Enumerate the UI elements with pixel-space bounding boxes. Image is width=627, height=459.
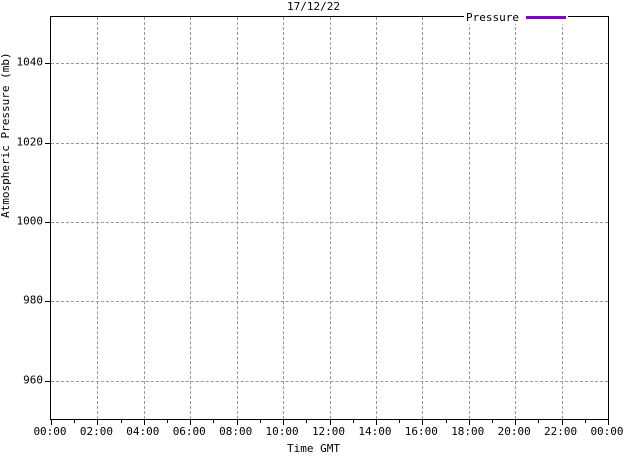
y-axis-tick xyxy=(45,142,51,144)
gridline-vertical xyxy=(236,17,238,419)
x-axis-title: Time GMT xyxy=(287,442,340,455)
gridline-vertical xyxy=(190,17,192,419)
chart-title: 17/12/22 xyxy=(287,0,340,13)
gridline-vertical xyxy=(375,17,377,419)
y-axis-tick-label: 1040 xyxy=(16,55,44,69)
y-axis-tick xyxy=(45,63,51,65)
x-axis-tick-label: 16:00 xyxy=(404,425,438,438)
x-axis-tick xyxy=(51,419,52,425)
y-axis-tick-label: 1000 xyxy=(16,214,44,228)
y-axis-title: Atmospheric Pressure (mb) xyxy=(0,52,12,218)
legend: Pressure xyxy=(464,11,568,24)
x-axis-minor-tick xyxy=(74,419,76,423)
x-axis-tick-label: 06:00 xyxy=(172,425,206,438)
gridlines xyxy=(45,17,609,425)
x-axis-minor-tick xyxy=(584,419,586,423)
gridline-vertical xyxy=(97,17,99,419)
x-axis-tick-label: 14:00 xyxy=(358,425,392,438)
gridline-vertical xyxy=(283,17,285,419)
y-axis-tick-label: 960 xyxy=(23,373,43,387)
x-axis-tick-label: 00:00 xyxy=(590,425,624,438)
x-axis-tick-label: 12:00 xyxy=(311,425,346,438)
x-axis-tick-label: 10:00 xyxy=(265,425,299,438)
x-axis-tick-label: 00:00 xyxy=(33,425,67,438)
x-axis-tick xyxy=(468,419,470,425)
x-axis-tick-label: 20:00 xyxy=(497,425,531,438)
x-axis-tick xyxy=(236,419,238,425)
gridline-vertical xyxy=(329,17,331,419)
x-axis-minor-tick xyxy=(399,419,401,423)
x-axis-tick xyxy=(97,419,99,425)
x-axis-tick xyxy=(283,419,285,425)
x-axis-minor-tick xyxy=(167,419,169,423)
x-axis-minor-tick xyxy=(259,419,261,423)
x-axis-minor-tick xyxy=(445,419,447,423)
x-axis-tick-label: 04:00 xyxy=(126,425,160,438)
x-axis-tick xyxy=(608,419,609,425)
plot-area xyxy=(45,16,609,425)
x-axis-tick xyxy=(190,419,192,425)
x-axis-tick xyxy=(515,419,517,425)
x-axis-tick xyxy=(329,419,331,425)
gridline-vertical xyxy=(422,17,424,419)
gridline-vertical xyxy=(515,17,517,419)
y-axis-tick-label: 1020 xyxy=(16,135,44,149)
x-axis-tick xyxy=(561,419,563,425)
x-axis-tick-label: 18:00 xyxy=(451,425,485,438)
x-axis-tick xyxy=(143,419,145,425)
y-axis-tick xyxy=(45,380,51,382)
y-axis-tick xyxy=(45,221,51,223)
x-axis-tick-label: 02:00 xyxy=(79,425,113,438)
x-axis-minor-tick xyxy=(213,419,215,423)
x-axis-minor-tick xyxy=(352,419,354,423)
x-axis-minor-tick xyxy=(491,419,493,423)
x-axis-tick xyxy=(422,419,424,425)
x-axis-tick-label: 08:00 xyxy=(219,425,253,438)
y-axis-tick-label: 980 xyxy=(23,293,43,307)
x-axis-minor-tick xyxy=(306,419,308,423)
y-axis-tick xyxy=(45,301,51,303)
x-axis-minor-tick xyxy=(120,419,122,423)
legend-swatch-pressure xyxy=(525,16,566,19)
x-axis-tick xyxy=(375,419,377,425)
legend-label-pressure: Pressure xyxy=(466,11,519,24)
gridline-vertical xyxy=(561,17,563,419)
gridline-vertical xyxy=(143,17,145,419)
x-axis-tick-label: 22:00 xyxy=(544,425,578,438)
x-axis-minor-tick xyxy=(538,419,540,423)
gridline-vertical xyxy=(468,17,470,419)
